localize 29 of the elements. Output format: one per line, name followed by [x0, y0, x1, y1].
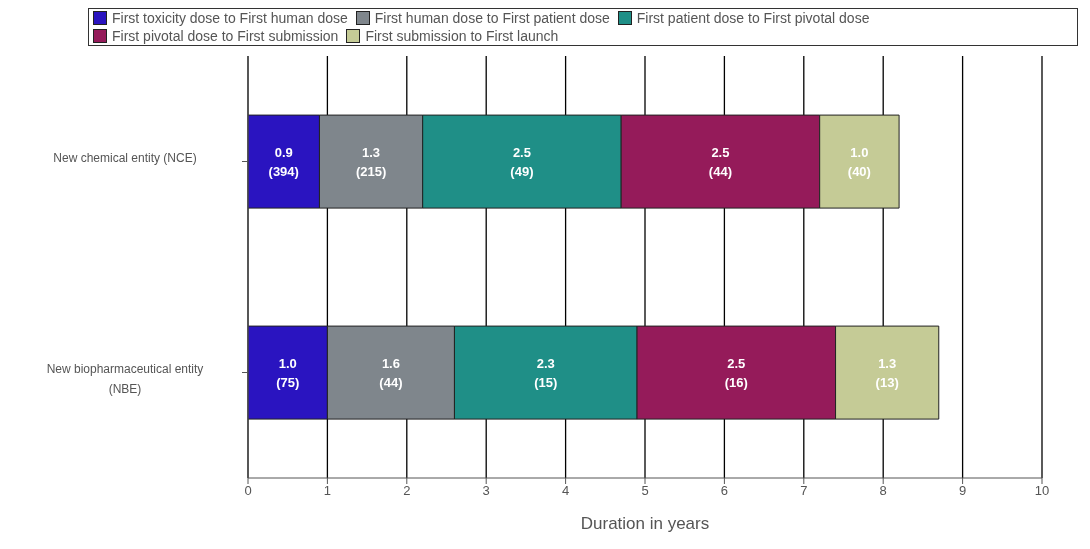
data-label: 1.0 (40) [847, 145, 871, 180]
data-label: 2.5 (44) [708, 145, 732, 180]
x-tick-label: 9 [958, 483, 967, 499]
legend-label: First human dose to First patient dose [373, 10, 610, 26]
legend-label: First submission to First launch [364, 28, 559, 44]
x-tick-label: 1 [323, 483, 332, 499]
data-label: 1.3 (215) [355, 145, 387, 180]
y-tick-label: New biopharmaceutical entity (NBE) [46, 361, 204, 396]
x-tick-label: 6 [720, 483, 729, 499]
x-tick-label: 5 [641, 483, 649, 499]
legend-label: First toxicity dose to First human dose [111, 10, 348, 26]
x-tick-label: 0 [244, 483, 252, 499]
legend-label: First pivotal dose to First submission [111, 28, 339, 44]
y-tick-label: New chemical entity (NCE) [53, 150, 197, 165]
data-label: 2.5 (49) [510, 145, 534, 180]
x-axis-title: Duration in years [580, 514, 710, 533]
data-label: 0.9 (394) [268, 145, 299, 180]
x-tick-label: 10 [1034, 483, 1050, 499]
x-tick-label: 3 [482, 483, 490, 499]
legend-label: First patient dose to First pivotal dose [635, 10, 870, 26]
data-label: 1.3 (13) [875, 356, 899, 391]
data-label: 2.5 (16) [724, 356, 748, 391]
x-tick-label: 2 [403, 483, 411, 499]
x-tick-label: 7 [800, 483, 808, 499]
data-label: 1.0 (75) [276, 356, 300, 391]
data-label: 2.3 (15) [534, 356, 558, 391]
x-tick-label: 4 [561, 483, 570, 499]
x-tick-label: 8 [879, 483, 887, 499]
data-label: 1.6 (44) [379, 356, 403, 391]
